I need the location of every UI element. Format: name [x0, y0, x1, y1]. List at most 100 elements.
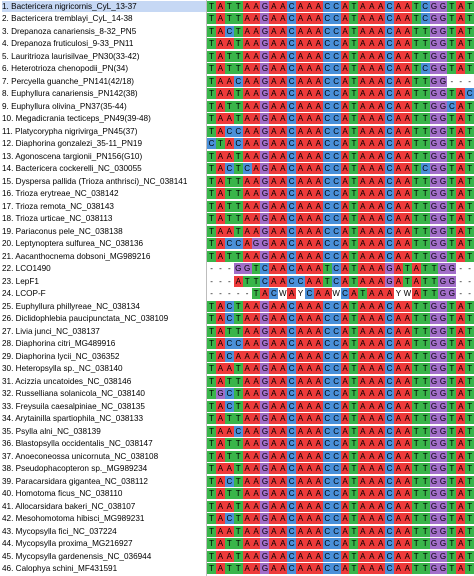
base-cell[interactable]: T: [349, 113, 359, 124]
base-cell[interactable]: G: [260, 75, 270, 87]
base-cell[interactable]: C: [331, 388, 341, 399]
base-cell[interactable]: A: [269, 88, 279, 99]
base-cell[interactable]: G: [438, 425, 448, 437]
base-cell[interactable]: T: [207, 388, 217, 399]
base-cell[interactable]: T: [465, 475, 474, 487]
base-cell[interactable]: A: [340, 238, 350, 249]
sequence-name[interactable]: 32. Russelliana solanicola_NC_038140: [2, 389, 145, 398]
base-cell[interactable]: C: [322, 550, 332, 562]
base-cell[interactable]: T: [224, 450, 234, 462]
base-cell[interactable]: A: [242, 413, 252, 424]
base-cell[interactable]: T: [447, 38, 457, 49]
base-cell[interactable]: A: [393, 363, 403, 374]
base-cell[interactable]: -: [456, 263, 466, 274]
sequence-name[interactable]: 35. Psylla alni_NC_038139: [2, 426, 101, 436]
base-cell[interactable]: C: [322, 213, 332, 224]
base-cell[interactable]: G: [438, 150, 448, 162]
base-cell[interactable]: A: [358, 338, 368, 349]
base-cell[interactable]: -: [456, 275, 466, 287]
base-cell[interactable]: A: [393, 350, 403, 362]
base-cell[interactable]: A: [393, 13, 403, 24]
base-cell[interactable]: A: [296, 463, 306, 474]
base-cell[interactable]: T: [465, 125, 474, 137]
base-cell[interactable]: T: [349, 275, 359, 287]
base-cell[interactable]: G: [429, 475, 439, 487]
base-cell[interactable]: A: [215, 188, 225, 199]
base-cell[interactable]: T: [242, 275, 252, 287]
base-cell[interactable]: A: [456, 13, 466, 24]
sequence-name[interactable]: 40. Homotoma ficus_NC_038110: [2, 489, 123, 498]
base-cell[interactable]: A: [251, 388, 261, 399]
base-cell[interactable]: A: [296, 438, 306, 449]
base-cell[interactable]: C: [287, 325, 297, 337]
base-cell[interactable]: A: [269, 125, 279, 137]
base-cell[interactable]: A: [340, 375, 350, 387]
base-cell[interactable]: A: [304, 200, 314, 212]
base-cell[interactable]: C: [287, 113, 297, 124]
base-cell[interactable]: T: [411, 488, 421, 499]
base-cell[interactable]: A: [296, 50, 306, 62]
base-cell[interactable]: T: [207, 100, 217, 112]
base-cell[interactable]: A: [215, 213, 225, 224]
base-cell[interactable]: A: [269, 263, 279, 274]
base-cell[interactable]: C: [287, 538, 297, 549]
base-cell[interactable]: A: [358, 188, 368, 199]
base-cell[interactable]: C: [287, 388, 297, 399]
base-cell[interactable]: G: [260, 363, 270, 374]
base-cell[interactable]: A: [456, 38, 466, 49]
base-cell[interactable]: A: [358, 300, 368, 312]
base-cell[interactable]: A: [358, 375, 368, 387]
base-cell[interactable]: C: [385, 438, 395, 449]
base-cell[interactable]: T: [233, 25, 243, 37]
base-cell[interactable]: A: [393, 188, 403, 199]
base-cell[interactable]: A: [376, 88, 386, 99]
sequence-name[interactable]: 5. Lauritrioza laurisilvae_PN30(33-42): [2, 51, 140, 61]
base-cell[interactable]: -: [233, 288, 243, 299]
base-cell[interactable]: T: [207, 475, 217, 487]
base-cell[interactable]: T: [447, 463, 457, 474]
base-cell[interactable]: T: [349, 488, 359, 499]
base-cell[interactable]: A: [402, 175, 412, 187]
base-cell[interactable]: A: [402, 313, 412, 324]
base-cell[interactable]: A: [340, 513, 350, 524]
base-cell[interactable]: C: [287, 338, 297, 349]
base-cell[interactable]: T: [224, 200, 234, 212]
base-cell[interactable]: T: [447, 300, 457, 312]
base-cell[interactable]: G: [438, 50, 448, 62]
base-cell[interactable]: C: [287, 38, 297, 49]
base-cell[interactable]: T: [349, 550, 359, 562]
base-cell[interactable]: C: [447, 100, 457, 112]
base-cell[interactable]: A: [367, 13, 377, 24]
base-cell[interactable]: A: [402, 550, 412, 562]
base-cell[interactable]: T: [411, 200, 421, 212]
base-cell[interactable]: G: [438, 0, 448, 12]
base-cell[interactable]: A: [304, 363, 314, 374]
base-cell[interactable]: T: [349, 25, 359, 37]
base-cell[interactable]: A: [393, 63, 403, 74]
base-cell[interactable]: -: [242, 288, 252, 299]
base-cell[interactable]: G: [438, 350, 448, 362]
base-cell[interactable]: G: [429, 388, 439, 399]
base-cell[interactable]: T: [207, 150, 217, 162]
sequence-name[interactable]: 6. Heterotrioza chenopodii_PN(34): [2, 64, 129, 73]
base-cell[interactable]: A: [269, 413, 279, 424]
base-cell[interactable]: A: [376, 413, 386, 424]
base-cell[interactable]: A: [313, 388, 323, 399]
base-cell[interactable]: A: [340, 188, 350, 199]
base-cell[interactable]: A: [278, 438, 288, 449]
base-cell[interactable]: T: [465, 25, 474, 37]
base-cell[interactable]: C: [331, 13, 341, 24]
base-cell[interactable]: A: [251, 63, 261, 74]
base-cell[interactable]: G: [429, 563, 439, 574]
base-cell[interactable]: A: [215, 463, 225, 474]
base-cell[interactable]: C: [385, 338, 395, 349]
base-cell[interactable]: A: [367, 400, 377, 412]
base-cell[interactable]: A: [215, 300, 225, 312]
base-cell[interactable]: C: [224, 400, 234, 412]
base-cell[interactable]: T: [447, 513, 457, 524]
base-cell[interactable]: T: [207, 50, 217, 62]
base-cell[interactable]: C: [322, 375, 332, 387]
base-cell[interactable]: T: [447, 238, 457, 249]
base-cell[interactable]: T: [411, 350, 421, 362]
base-cell[interactable]: A: [456, 475, 466, 487]
